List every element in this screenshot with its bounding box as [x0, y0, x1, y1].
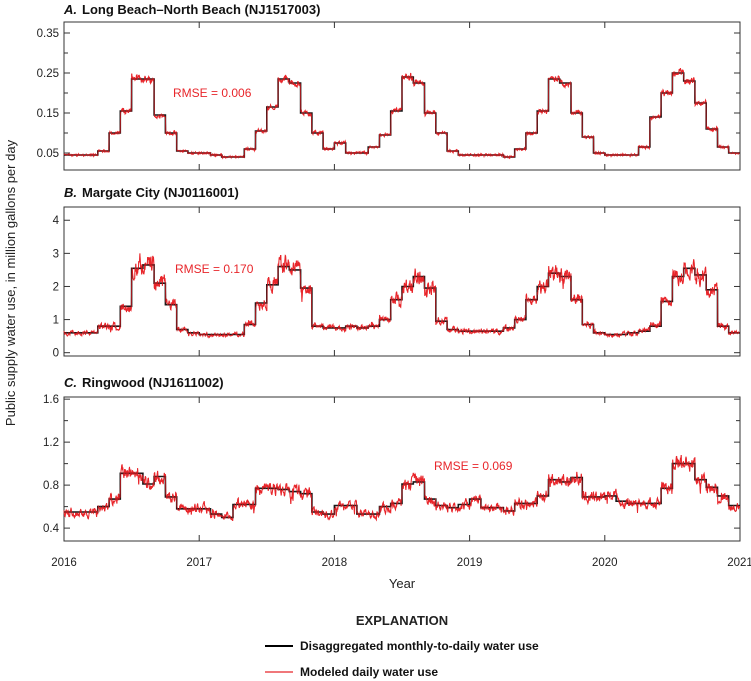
- legend-label-modeled: Modeled daily water use: [300, 665, 438, 679]
- panel-b-y-tick-label: 2: [53, 281, 59, 293]
- panel-b-title: Margate City (NJ0116001): [82, 185, 239, 200]
- panel-a-letter: A.: [63, 2, 77, 17]
- panel-c-y-tick-label: 0.8: [43, 480, 59, 492]
- panel-b-y-tick-label: 0: [53, 348, 59, 360]
- x-tick-label: 2017: [186, 557, 212, 569]
- panel-c-y-tick-label: 1.2: [43, 437, 59, 449]
- panel-a-y-tick-label: 0.05: [37, 148, 59, 160]
- panel-c-y-tick-label: 0.4: [43, 523, 60, 535]
- panel-b: B. Margate City (NJ0116001) 0 1 2 3 4 RMSE = 0…: [53, 185, 741, 360]
- panel-a-y-tick-label: 0.15: [37, 108, 59, 120]
- panel-b-rmse: RMSE = 0.170: [175, 262, 254, 276]
- panel-a-y-tick-label: 0.35: [37, 28, 59, 40]
- panel-a-modeled-line-overlay: [63, 68, 741, 160]
- panel-c-letter: C.: [64, 375, 77, 390]
- panel-b-y-tick-label: 4: [53, 215, 60, 227]
- x-tick-label: 2020: [592, 557, 618, 569]
- panel-b-modeled-line-overlay: [63, 253, 740, 339]
- x-tick-label: 2021: [727, 557, 751, 569]
- panel-a-rmse: RMSE = 0.006: [173, 86, 252, 100]
- svg-text:C.Ringwood (NJ1611002): C. Ringwood (NJ1611002): [64, 375, 224, 390]
- panel-c-frame: [63, 396, 741, 542]
- panel-c-title: Ringwood (NJ1611002): [82, 375, 224, 390]
- svg-text:B.Margate City (NJ0116001): B. Margate City (NJ0116001): [64, 185, 239, 200]
- x-tick-label: 2019: [457, 557, 483, 569]
- panel-c: C. Ringwood (NJ1611002) 0.4 0.8 1.2 1.6 RMSE …: [43, 375, 741, 542]
- panel-a-y-tick-label: 0.25: [37, 68, 59, 80]
- panel-b-y-tick-label: 1: [53, 315, 59, 327]
- panel-c-rmse: RMSE = 0.069: [434, 459, 513, 473]
- panel-a-title: Long Beach–North Beach (NJ1517003): [82, 2, 320, 17]
- y-axis-label: Public supply water use, in million gall…: [3, 139, 18, 426]
- panel-c-y-tick-label: 1.6: [43, 394, 59, 406]
- legend-title: EXPLANATION: [356, 613, 448, 628]
- panel-b-frame: [63, 206, 741, 357]
- svg-text:A.Long Beach–North Beach (NJ15: A. Long Beach–North Beach (NJ1517003): [63, 2, 320, 17]
- panel-a-frame: [63, 21, 741, 171]
- panel-c-modeled-line-overlay: [63, 454, 741, 522]
- x-tick-label: 2016: [51, 557, 77, 569]
- legend-label-disaggregated: Disaggregated monthly-to-daily water use: [300, 639, 539, 653]
- panel-b-letter: B.: [64, 185, 77, 200]
- legend: EXPLANATION Disaggregated monthly-to-dai…: [265, 613, 539, 679]
- x-axis-label: Year: [389, 576, 416, 591]
- panel-b-y-tick-label: 3: [53, 248, 59, 260]
- x-tick-label: 2018: [322, 557, 348, 569]
- panel-a: A. Long Beach–North Beach (NJ1517003) 0.0…: [37, 2, 741, 171]
- x-tick-labels: 2016 2017 2018 2019 2020 2021: [51, 557, 751, 569]
